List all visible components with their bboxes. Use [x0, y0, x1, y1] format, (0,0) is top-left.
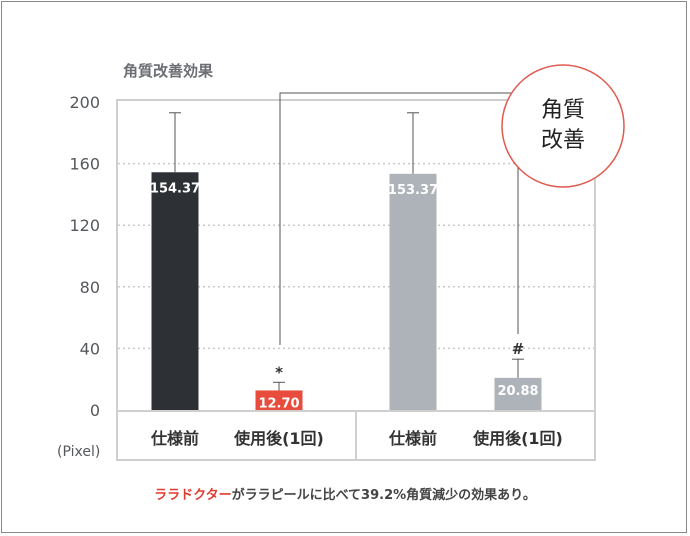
- comparison-bracket: [279, 92, 519, 345]
- category-label: 使用後(1回): [472, 429, 563, 448]
- bar-group: 12.70 *: [255, 363, 303, 411]
- category-label: 仕様前: [388, 429, 437, 448]
- bar-group: 20.88 #: [494, 340, 542, 410]
- bars: 154.37 12.70 * 153.37 20.88 #: [150, 112, 542, 411]
- bar: [151, 172, 199, 410]
- y-axis: 0 40 80 120 160 200: [69, 93, 100, 420]
- category-label: 仕様前: [150, 429, 199, 448]
- footer-text: がララピールに比べて39.2%角質減少の効果あり。: [231, 488, 536, 503]
- unit-label: (Pixel): [57, 444, 100, 460]
- badge-line-1: 角質: [541, 98, 585, 123]
- footer-brand: ララドクター: [154, 488, 232, 503]
- bar: [255, 390, 303, 410]
- significance-mark: #: [512, 340, 525, 358]
- bar: [494, 377, 542, 410]
- x-axis: 仕様前 使用後(1回) 仕様前 使用後(1回): [150, 429, 563, 448]
- improvement-badge: [501, 64, 625, 188]
- chart-title: 角質改善効果: [123, 62, 214, 80]
- y-tick-label: 0: [90, 401, 100, 420]
- bar-group: 153.37: [388, 112, 438, 410]
- y-tick-label: 120: [69, 216, 100, 235]
- category-label: 使用後(1回): [233, 429, 324, 448]
- bar-group: 154.37: [150, 112, 200, 410]
- y-tick-label: 40: [80, 339, 100, 358]
- badge-line-2: 改善: [541, 128, 585, 153]
- significance-mark: *: [275, 363, 283, 381]
- bar-value-label: 20.88: [497, 384, 538, 399]
- y-tick-label: 80: [80, 278, 100, 297]
- bar-value-label: 154.37: [150, 181, 200, 196]
- bar-value-label: 153.37: [388, 183, 438, 198]
- y-tick-label: 160: [69, 155, 100, 174]
- bar: [389, 173, 437, 410]
- y-tick-label: 200: [69, 93, 100, 112]
- bar-value-label: 12.70: [258, 396, 299, 411]
- footer-note: ララドクターがララピールに比べて39.2%角質減少の効果あり。: [0, 484, 690, 503]
